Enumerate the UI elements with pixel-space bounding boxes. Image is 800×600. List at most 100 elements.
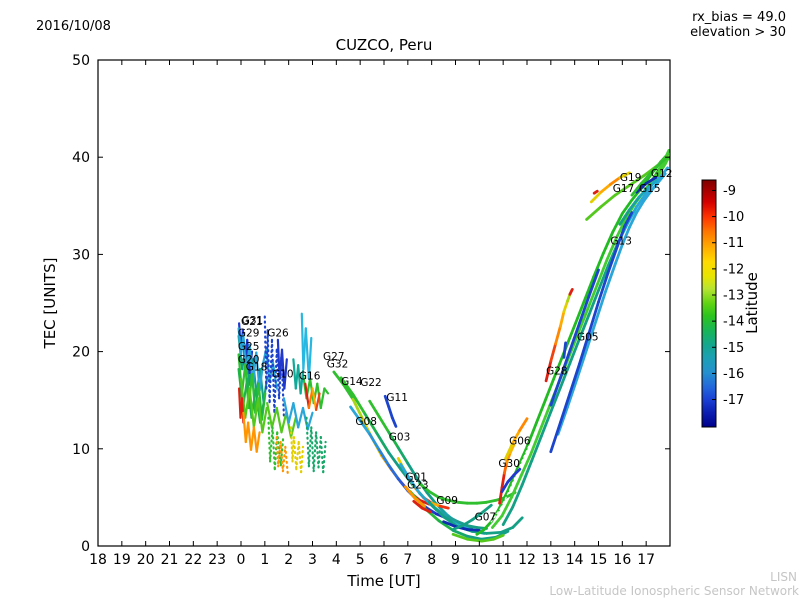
colorbar-tick-label: -12 — [723, 262, 744, 277]
sat-label-G09: G09 — [436, 495, 458, 507]
trace-segment — [396, 446, 410, 465]
trace-segment — [349, 405, 362, 423]
sat-label-G22: G22 — [360, 377, 382, 389]
trace-segment — [418, 492, 431, 505]
trace-segment — [322, 440, 327, 474]
trace-segment — [635, 181, 648, 194]
sat-label-G17: G17 — [613, 183, 635, 195]
trace-segment — [492, 533, 505, 541]
colorbar-tick-label: -13 — [723, 289, 744, 304]
x-tick-label: 17 — [637, 552, 655, 568]
trace-segment — [623, 211, 634, 228]
trace-segment — [451, 532, 469, 541]
trace-segment — [425, 506, 438, 516]
trace-segment — [613, 183, 631, 197]
colorbar-tick-label: -10 — [723, 210, 744, 225]
trace-segment — [275, 348, 281, 400]
trace-segment — [525, 421, 538, 449]
trace-G12-trace — [630, 155, 669, 197]
x-tick-label: 11 — [494, 552, 512, 568]
trace-segment — [568, 287, 574, 296]
colorbar-tick-label: -16 — [723, 367, 744, 382]
x-tick-label: 13 — [542, 552, 560, 568]
trace-segment — [301, 406, 309, 431]
trace-segment — [597, 271, 610, 304]
trace-segment — [239, 377, 247, 419]
trace-segment — [438, 504, 450, 510]
trace-segment — [592, 189, 599, 195]
trace-segment — [649, 161, 662, 175]
sat-label-G16: G16 — [299, 370, 321, 382]
trace-segment — [606, 244, 619, 275]
trace-cluster-yellow-dash — [289, 426, 305, 474]
trace-segment — [613, 243, 624, 266]
sat-label-G25: G25 — [238, 341, 260, 353]
trace-segment — [642, 189, 653, 203]
sat-label-G19: G19 — [620, 172, 642, 184]
trace-segment — [538, 404, 551, 432]
trace-segment — [485, 498, 498, 504]
trace-segment — [549, 342, 557, 363]
trace-segment — [592, 251, 605, 279]
trace-segment — [315, 392, 321, 411]
trace-segment — [465, 537, 484, 543]
sat-label-G21: G21 — [241, 316, 263, 328]
trace-segment — [573, 299, 586, 327]
trace-segment — [456, 500, 469, 505]
trace-segment — [287, 402, 295, 424]
trace-segment — [291, 436, 295, 463]
trace-segment — [300, 445, 305, 474]
trace-segment — [597, 264, 610, 292]
trace-valley-orange — [403, 485, 426, 508]
colorbar-tick-label: -9 — [723, 184, 736, 199]
trace-segment — [485, 531, 503, 535]
trace-segment — [511, 428, 522, 445]
trace-segment — [578, 331, 591, 366]
trace-segment — [342, 383, 355, 401]
trace-segment — [480, 537, 496, 543]
trace-segment — [559, 361, 572, 390]
sat-label-G31: G31 — [242, 315, 264, 327]
colorbar-group: -9 -10 -11 -12 -13 -14 -15 -16 -17 — [701, 179, 744, 428]
trace-segment — [310, 426, 315, 473]
y-tick-label: 30 — [72, 247, 90, 263]
y-tick-label: 50 — [72, 53, 90, 69]
trace-segment — [451, 524, 465, 531]
trace-segment — [387, 463, 400, 481]
trace-segment — [556, 405, 569, 436]
trace-segment — [500, 488, 511, 509]
trace-segment — [578, 313, 591, 341]
trace-segment — [307, 387, 314, 410]
trace-segment — [595, 258, 609, 286]
trace-segment — [258, 363, 264, 392]
trace-segment — [549, 386, 562, 414]
trace-segment — [280, 411, 288, 434]
trace-segment — [295, 440, 300, 471]
trace-top-orange — [589, 171, 631, 204]
trace-G30-trace — [498, 443, 516, 505]
trace-segment — [585, 205, 603, 221]
trace-segment — [549, 376, 562, 407]
x-tick-label: 4 — [332, 552, 341, 568]
trace-segment — [599, 193, 617, 209]
trace-segment — [475, 500, 488, 505]
sat-label-G15: G15 — [639, 183, 661, 195]
trace-cluster-teal-spike — [292, 358, 305, 395]
chart-title: CUZCO, Peru — [336, 36, 433, 54]
trace-segment — [518, 417, 529, 432]
trace-segment — [277, 440, 282, 468]
trace-valley-low-lime — [451, 532, 505, 543]
trace-segment — [618, 208, 631, 226]
y-axis-title: TEC [UNITS] — [41, 258, 59, 350]
trace-segment — [406, 461, 419, 481]
trace-G03-trace — [368, 399, 486, 535]
trace-segment — [319, 387, 326, 410]
axes-group: 18 19 20 21 22 23 0 1 2 3 4 5 6 7 8 9 10 11 12 13 14 15 16 1701… — [72, 53, 671, 568]
trace-cluster-orange-spike — [242, 411, 261, 453]
sat-label-G06: G06 — [509, 436, 531, 448]
trace-G18-trace — [239, 377, 268, 434]
sat-label-G30: G30 — [498, 458, 520, 470]
trace-G05-trace — [556, 172, 667, 436]
